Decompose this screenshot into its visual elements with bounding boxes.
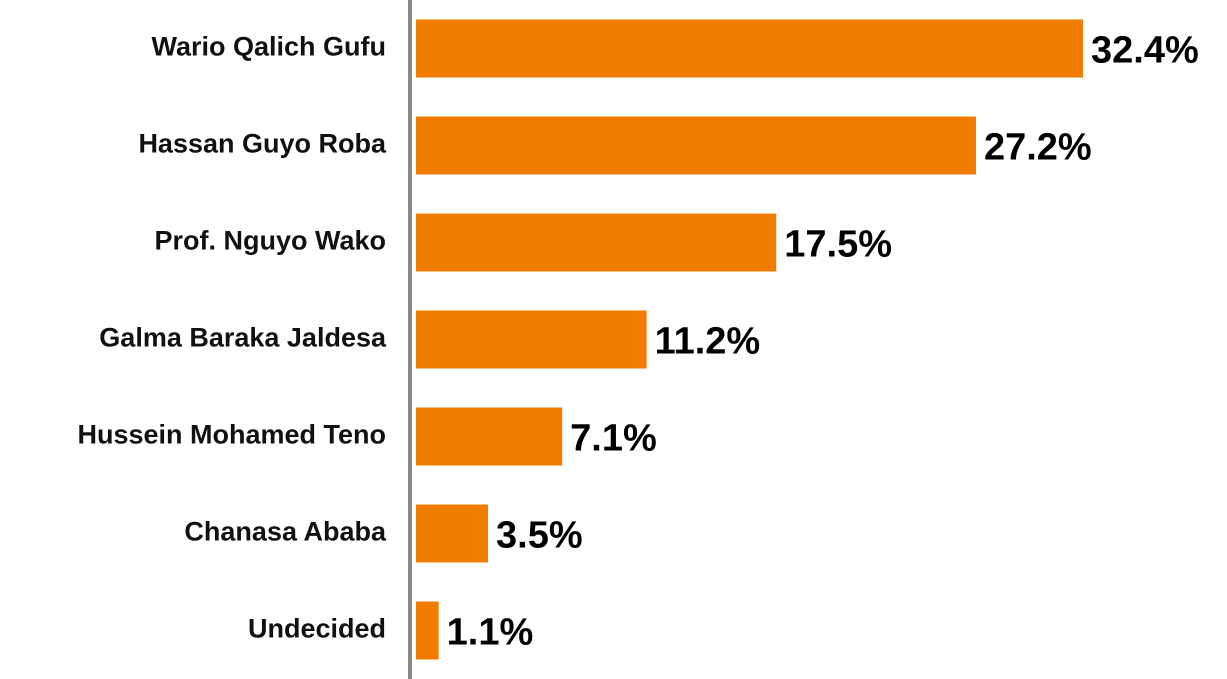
bar xyxy=(416,504,489,563)
bar xyxy=(416,19,1083,78)
bar xyxy=(416,407,563,466)
category-label: Hassan Guyo Roba xyxy=(138,129,387,159)
data-label: 3.5% xyxy=(496,515,583,557)
category-label: Hussein Mohamed Teno xyxy=(77,420,386,450)
category-label: Galma Baraka Jaldesa xyxy=(99,323,387,353)
data-label: 32.4% xyxy=(1091,30,1199,72)
category-label: Wario Qalich Gufu xyxy=(151,32,386,62)
data-label: 1.1% xyxy=(447,612,534,654)
data-label: 27.2% xyxy=(984,127,1092,169)
category-label: Chanasa Ababa xyxy=(184,517,387,547)
data-label: 7.1% xyxy=(570,418,657,460)
category-label: Undecided xyxy=(248,614,386,644)
data-label: 17.5% xyxy=(784,224,892,266)
bar xyxy=(416,601,439,660)
bar xyxy=(416,213,777,272)
category-label: Prof. Nguyo Wako xyxy=(154,226,386,256)
data-label: 11.2% xyxy=(655,321,761,363)
bar xyxy=(416,116,976,175)
bar xyxy=(416,310,647,369)
